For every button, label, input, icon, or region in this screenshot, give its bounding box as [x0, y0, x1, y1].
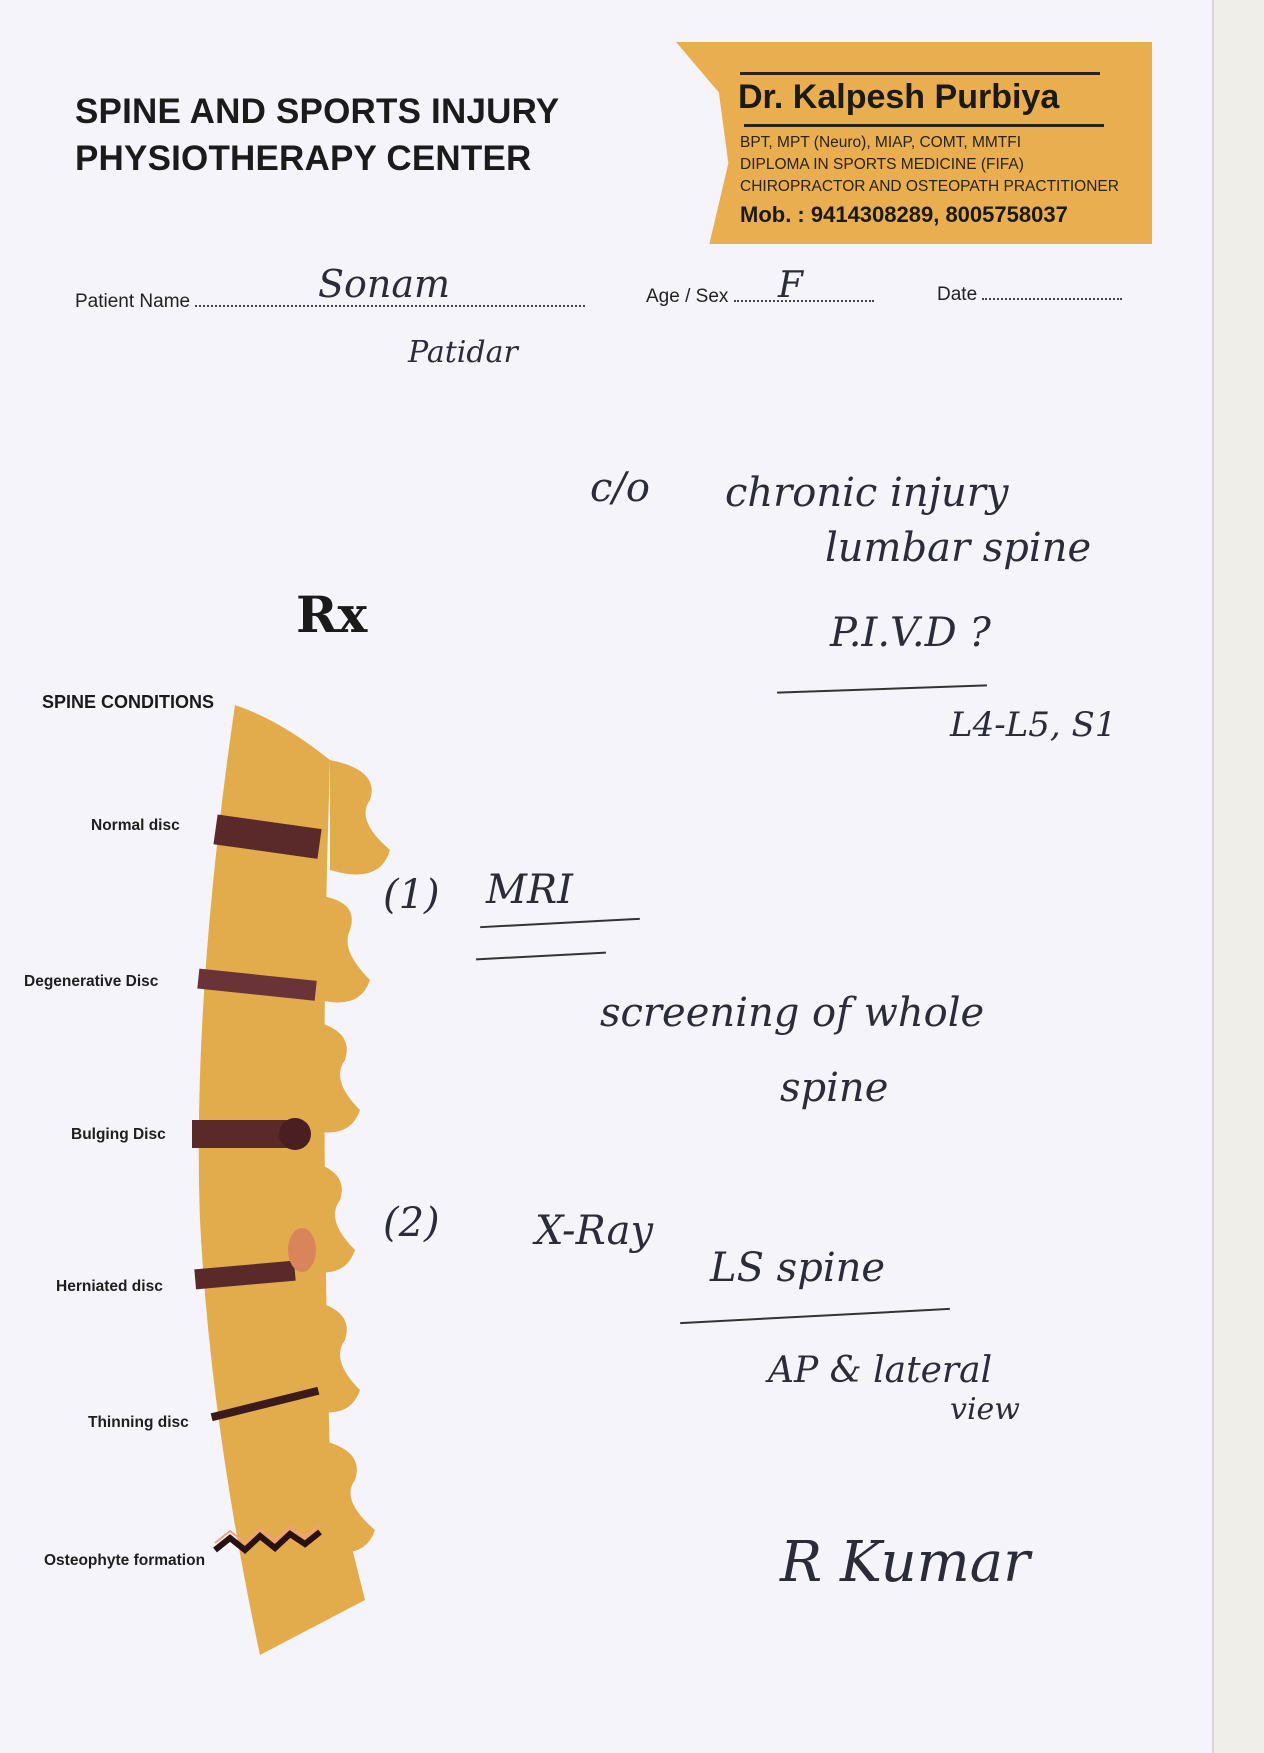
note-item1-detail-line1: screening of whole: [600, 990, 985, 1036]
note-levels: L4-L5, S1: [950, 705, 1117, 745]
doctor-practice: CHIROPRACTOR AND OSTEOPATH PRACTITIONER: [740, 178, 1119, 195]
underline: [777, 684, 987, 694]
age-sex-value: F: [778, 265, 803, 306]
age-sex-dots: [733, 299, 874, 302]
clinic-title-line2: PHYSIOTHERAPY CENTER: [75, 139, 532, 178]
normal-disc: [213, 814, 322, 859]
patient-name-dots: [195, 304, 586, 307]
note-diagnosis: P.I.V.D ?: [830, 610, 991, 656]
note-item2: X-Ray: [535, 1208, 654, 1254]
clinic-title-line1: SPINE AND SPORTS INJURY: [75, 92, 560, 131]
note-item2-number: (2): [383, 1200, 440, 1246]
bulging-disc: [192, 1120, 292, 1148]
label-degenerative-disc: Degenerative Disc: [24, 973, 159, 990]
patient-name-value: Sonam: [318, 262, 451, 306]
thinning-disc: [210, 1386, 320, 1422]
doctor-qualifications: BPT, MPT (Neuro), MIAP, COMT, MMTFI: [740, 134, 1022, 151]
underline: [476, 951, 606, 961]
note-item2-detail: LS spine: [710, 1245, 886, 1291]
age-sex-field: Age / Sex: [646, 286, 874, 308]
label-normal-disc: Normal disc: [91, 817, 180, 834]
osteophyte-formation: [213, 1529, 322, 1554]
patient-name-label: Patient Name: [75, 291, 191, 312]
doctor-signature: R Kumar: [780, 1530, 1030, 1595]
patient-name-value-2: Patidar: [408, 335, 518, 370]
note-item2-view-line1: AP & lateral: [768, 1350, 993, 1391]
age-sex-label: Age / Sex: [646, 286, 729, 307]
doctor-diploma: DIPLOMA IN SPORTS MEDICINE (FIFA): [740, 156, 1024, 173]
note-complaint-line1: chronic injury: [725, 470, 1009, 516]
degenerative-disc: [197, 968, 317, 1001]
note-complaint-prefix: c/o: [590, 465, 650, 511]
underline: [480, 917, 640, 929]
scan-edge: [1214, 0, 1264, 1753]
herniated-disc: [194, 1260, 296, 1290]
doctor-name: Dr. Kalpesh Purbiya: [738, 78, 1060, 116]
label-thinning-disc: Thinning disc: [88, 1414, 189, 1431]
note-complaint-line2: lumbar spine: [825, 525, 1092, 571]
label-osteophyte-formation: Osteophyte formation: [44, 1552, 206, 1569]
note-item1-detail-line2: spine: [780, 1065, 889, 1111]
note-item1: MRI: [486, 867, 573, 913]
spine-chart-title: SPINE CONDITIONS: [42, 692, 215, 712]
note-item2-view-line2: view: [950, 1392, 1020, 1427]
patient-name-field: Patient Name: [75, 291, 586, 313]
rx-symbol: Rx: [296, 585, 368, 644]
doctor-mobile: Mob. : 9414308289, 8005758037: [740, 202, 1068, 227]
date-field: Date: [937, 284, 1123, 306]
clinic-title: SPINE AND SPORTS INJURY PHYSIOTHERAPY CE…: [75, 88, 559, 182]
prescription-page: SPINE AND SPORTS INJURY PHYSIOTHERAPY CE…: [0, 0, 1214, 1753]
label-bulging-disc: Bulging Disc: [71, 1126, 166, 1143]
note-item1-number: (1): [383, 872, 440, 918]
underline: [680, 1307, 950, 1325]
spine-illustration: [192, 705, 390, 1655]
divider: [740, 72, 1100, 75]
date-label: Date: [937, 284, 978, 305]
label-herniated-disc: Herniated disc: [56, 1278, 163, 1295]
date-dots: [982, 297, 1123, 300]
doctor-card: Dr. Kalpesh Purbiya BPT, MPT (Neuro), MI…: [676, 42, 1152, 244]
divider: [744, 124, 1104, 127]
